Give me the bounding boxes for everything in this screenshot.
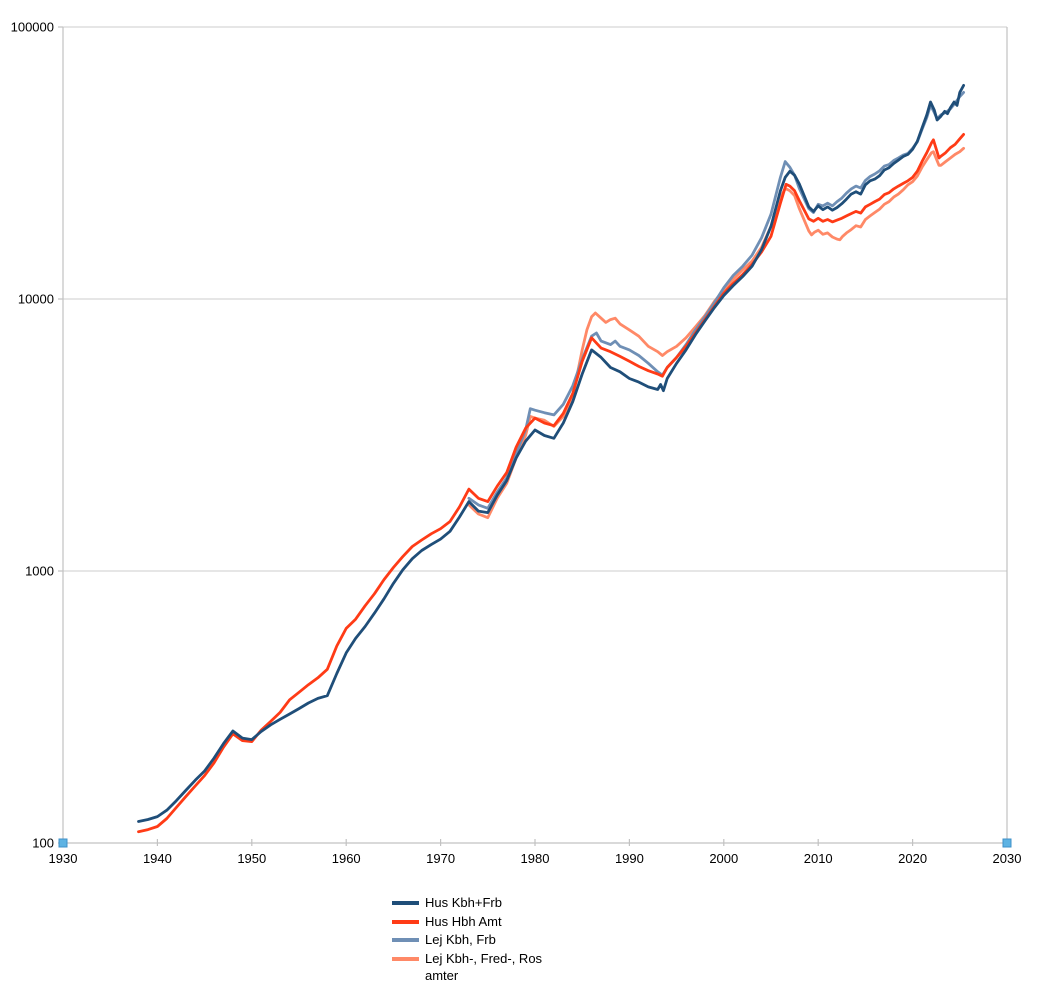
legend-line-swatch-hus-kbh-frb xyxy=(392,901,419,905)
series-line-hus-kbh-frb[interactable] xyxy=(137,84,965,823)
x-axis-tick-label: 2000 xyxy=(709,851,738,866)
legend-label: Lej Kbh-, Fred-, Ros amter xyxy=(425,950,543,984)
x-axis-tick-label: 1980 xyxy=(521,851,550,866)
y-axis-tick-label: 100000 xyxy=(11,20,54,35)
x-axis-tick-label: 2020 xyxy=(898,851,927,866)
legend-item-lej-kbh-fred-ros-amter[interactable]: Lej Kbh-, Fred-, Ros amter xyxy=(392,950,557,985)
axis-selection-handles xyxy=(58,838,1012,848)
legend-item-lej-kbh-frb[interactable]: Lej Kbh, Frb xyxy=(392,931,557,949)
x-axis-tick-label: 2010 xyxy=(804,851,833,866)
y-axis-tick-label: 10000 xyxy=(18,292,54,307)
x-axis-tick-label: 1960 xyxy=(332,851,361,866)
axis-selection-handle-left[interactable] xyxy=(58,838,68,848)
chart-legend: Hus Kbh+Frb Hus Hbh Amt Lej Kbh, Frb Lej Kb… xyxy=(392,894,557,985)
legend-item-hus-hbh-amt[interactable]: Hus Hbh Amt xyxy=(392,913,557,931)
series-line-lej-kbh-frb[interactable] xyxy=(467,91,965,510)
x-axis-tick-label: 1930 xyxy=(49,851,78,866)
x-axis-tick-label: 1970 xyxy=(426,851,455,866)
legend-line-swatch-lej-kbh-frb xyxy=(392,938,419,943)
x-axis-tick-label: 1990 xyxy=(615,851,644,866)
series-line-hus-hbh-amt[interactable] xyxy=(137,132,965,834)
gridlines xyxy=(63,26,1007,572)
legend-item-hus-kbh-frb[interactable]: Hus Kbh+Frb xyxy=(392,894,557,912)
legend-line-swatch-hus-hbh-amt xyxy=(392,919,419,924)
legend-label: Hus Hbh Amt xyxy=(425,913,502,929)
legend-label: Hus Kbh+Frb xyxy=(425,895,502,910)
series-line-lej-kbh-fred-ros-amter[interactable] xyxy=(467,146,965,520)
legend-label: Lej Kbh, Frb xyxy=(425,932,496,948)
y-axis-tick-label: 1000 xyxy=(25,564,54,579)
y-axis-tick-label: 100 xyxy=(32,836,54,851)
axes xyxy=(58,26,1008,846)
series-lines xyxy=(137,84,965,834)
x-axis-tick-label: 1940 xyxy=(143,851,172,866)
x-axis-tick-label: 1950 xyxy=(237,851,266,866)
x-axis-tick-label: 2030 xyxy=(993,851,1022,866)
legend-line-swatch-lej-kbh-fred-ros-amter xyxy=(392,956,419,961)
axis-selection-handle-right[interactable] xyxy=(1002,838,1012,848)
axis-labels: 1930 1940 1950 1960 1970 1980 1990 2000 2010 2020… xyxy=(11,20,1022,867)
